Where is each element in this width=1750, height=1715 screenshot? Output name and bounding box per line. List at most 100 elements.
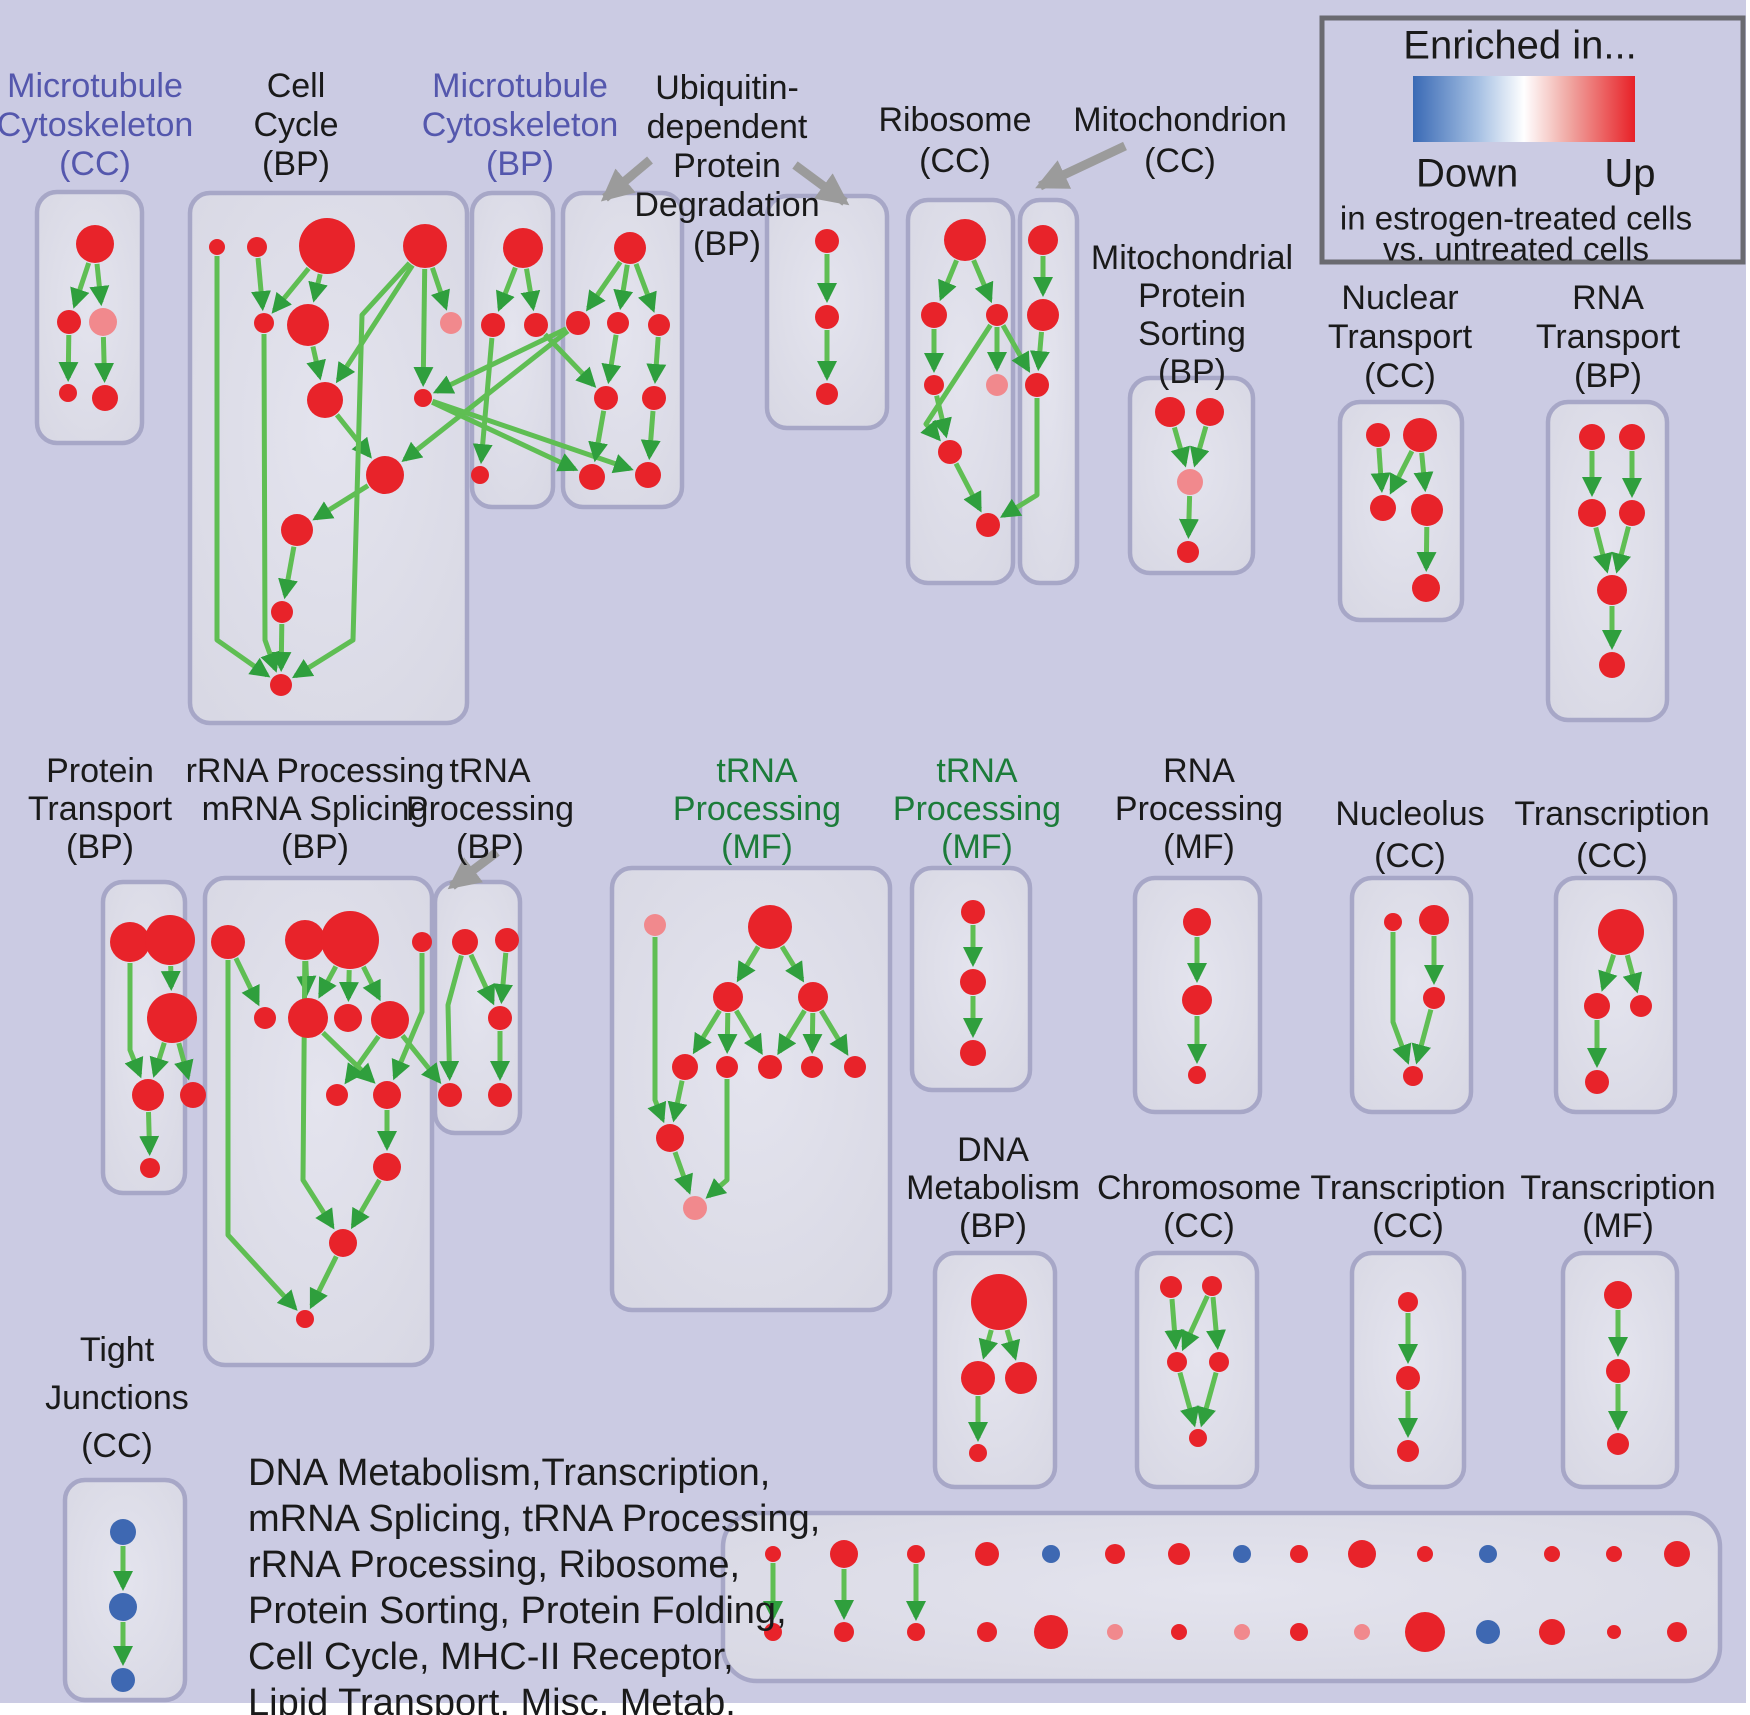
edge-d2-b9 [432,326,568,394]
label-trna-bp-line-1: tRNA [449,752,531,790]
edge-b1-b13 [214,256,271,678]
node-f6 [938,440,962,464]
footnote-line-6: Lipid Transport, Misc. Metab. [248,1682,736,1715]
label-rna-transport-line-2: Transport [1536,318,1681,356]
node-a5 [92,385,118,411]
edge-b12-b13 [271,623,292,672]
legend-title: Enriched in... [1403,24,1636,68]
edge-t4-t5 [1196,1371,1219,1428]
node-b5 [254,313,274,333]
label-transcription-mf-line-1: Transcription [1520,1169,1715,1207]
node-t4 [1209,1352,1229,1372]
label-protein-transport-line-3: (BP) [66,828,134,866]
strip-node-top-4 [975,1542,999,1566]
node-s4 [969,1444,987,1462]
edge-k4-k6 [139,1111,160,1156]
node-o2 [960,969,986,995]
node-b1 [209,239,225,255]
strip-node-top-8 [1233,1545,1251,1563]
strip-node-bottom-4 [977,1622,997,1642]
strip-node-bottom-14 [1607,1625,1621,1639]
node-e2 [815,305,839,329]
edge-b4-b7 [430,267,450,311]
label-ribosome-line-1: Ribosome [878,101,1031,139]
strip-node-bottom-1 [764,1623,782,1641]
label-ubiquitin-line-2: dependent [647,108,808,146]
node-d8 [635,462,661,488]
node-c1 [503,228,543,268]
node-c3 [524,313,548,337]
edge-l8-l9 [344,1034,381,1085]
label-nucleolus-line-1: Nucleolus [1335,795,1484,833]
strip-node-bottom-8 [1234,1624,1250,1640]
edge-n4-n7 [777,1009,807,1056]
node-v2 [1606,1359,1630,1383]
node-m1 [452,929,478,955]
edge-d1-d4 [633,263,657,313]
box-tight-junctions [62,1477,188,1703]
label-tight-junctions-line-3: (CC) [81,1427,153,1465]
edge-q1-q4 [1390,932,1412,1065]
strip-node-bottom-5 [1034,1615,1068,1649]
legend-gradient-bar [1413,76,1635,142]
node-l1 [211,925,245,959]
strip-node-top-11 [1417,1546,1433,1562]
strip-node-top-15 [1664,1541,1690,1567]
edge-b11-b12 [278,546,298,600]
node-l5 [254,1007,276,1029]
footnote-line-1: DNA Metabolism,Transcription, [248,1452,770,1494]
edge-b8-b10 [334,413,372,459]
node-q1 [1384,913,1402,931]
edge-f1-f3 [971,259,994,304]
node-f3 [986,304,1008,326]
edge-a1-a3 [89,263,110,307]
edge-l11-l12 [350,1178,382,1230]
label-transcription-mf: Transcription(MF) [1520,1169,1715,1245]
box-chromosome [1134,1250,1260,1490]
label-tight-junctions-line-1: Tight [80,1331,155,1369]
node-b8 [307,382,343,418]
node-v1 [1604,1281,1632,1309]
node-d5 [594,386,618,410]
node-f2 [921,302,947,328]
node-k6 [140,1158,160,1178]
edge-j4-j5 [1611,525,1632,574]
label-microtubule-cc-line-3: (CC) [59,145,131,183]
node-t5 [1189,1429,1207,1447]
node-q2 [1419,905,1449,935]
edge-n3-n5 [692,1009,722,1055]
node-b6 [287,304,329,346]
node-g3 [1025,373,1049,397]
strip-node-bottom-10 [1354,1624,1370,1640]
node-l10 [373,1081,401,1109]
node-b2 [247,237,267,257]
edge-t1-t3 [1164,1298,1185,1351]
label-trna-mf-large-line-1: tRNA [716,752,798,790]
edge-f1-f2 [938,259,959,302]
edge-b5-b13 [260,333,280,673]
node-n9 [844,1056,866,1078]
node-h4 [1177,541,1199,563]
edge-n6-n11 [705,1079,730,1199]
label-transcription-cc-bottom-line-2: (CC) [1372,1207,1444,1245]
strip-node-top-7 [1168,1543,1190,1565]
node-m2 [495,928,519,952]
label-microtubule-bp-line-1: Microtubule [432,67,608,105]
edge-l6-l10 [321,1030,376,1084]
node-h3 [1177,469,1203,495]
edge-k3-k4 [149,1042,169,1078]
box-nuclear-transport [1337,399,1465,623]
node-h1 [1155,397,1185,427]
node-f7 [976,513,1000,537]
node-n1 [644,914,666,936]
strip-node-top-6 [1105,1544,1125,1564]
edge-l1-l13 [225,960,298,1311]
node-a4 [59,384,77,402]
edge-n5-n10 [667,1080,688,1123]
label-rna-processing-mf-line-1: RNA [1163,752,1235,790]
